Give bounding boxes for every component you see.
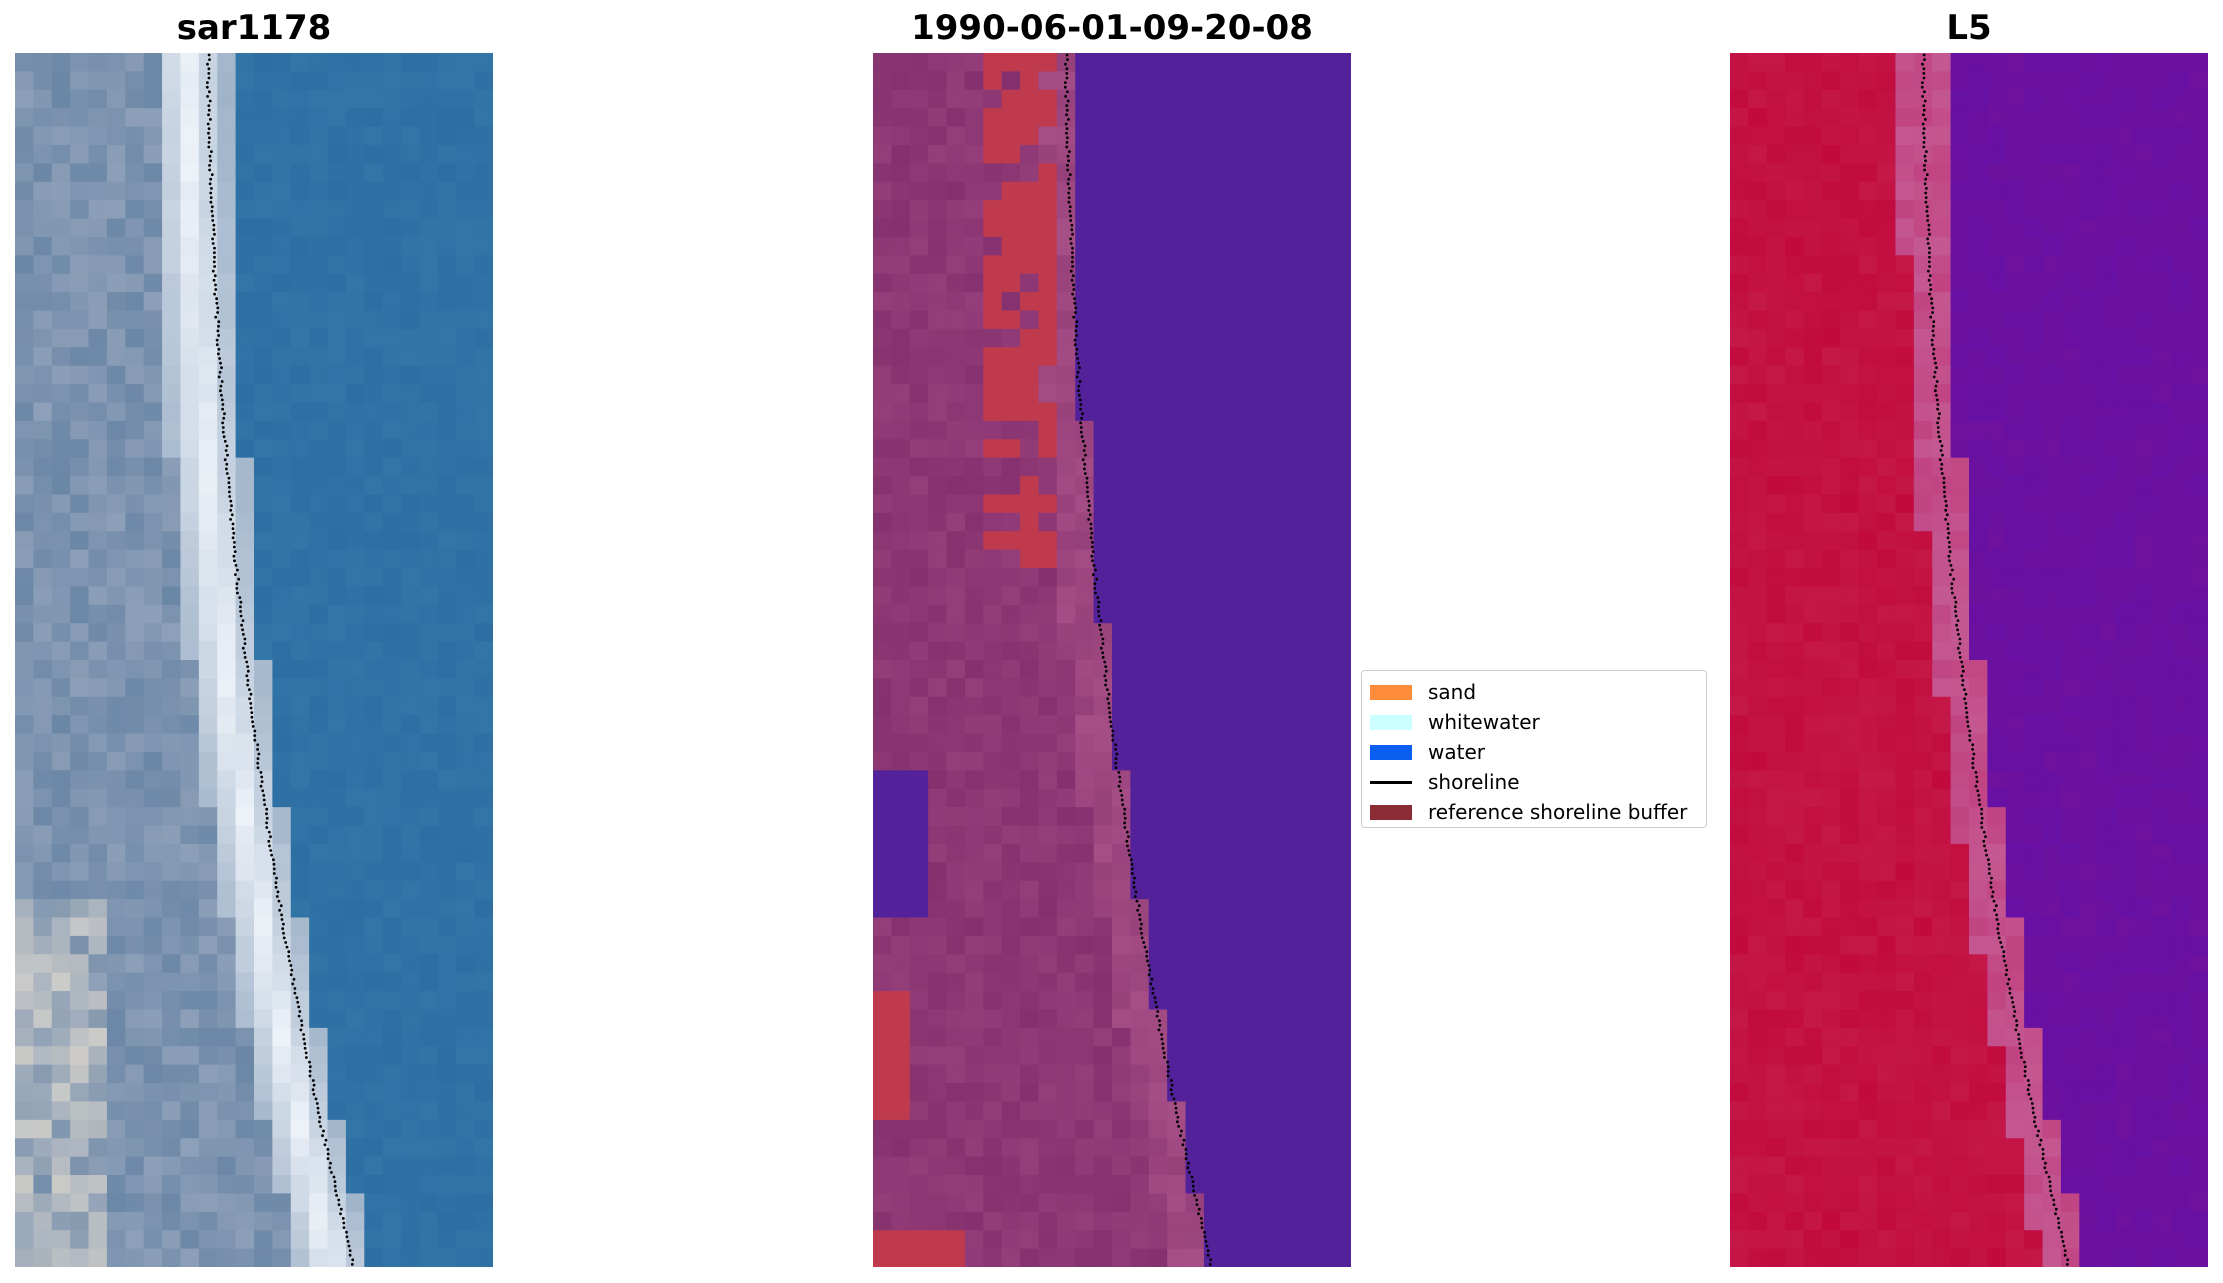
panel-title-rgb: sar1178: [176, 8, 332, 48]
legend-label-sand: sand: [1428, 680, 1477, 704]
legend-label-buffer: reference shoreline buffer: [1428, 800, 1688, 824]
legend-item-shoreline: shoreline: [1370, 767, 1698, 797]
legend-line-shoreline: [1370, 780, 1412, 784]
rgb-image: [15, 53, 493, 1267]
legend-swatch-buffer: [1370, 804, 1412, 820]
rgb-image-panel: [15, 53, 493, 1267]
shoreline-dots: [205, 53, 355, 1266]
legend-label-water: water: [1428, 740, 1485, 764]
legend-swatch-water: [1370, 744, 1412, 760]
legend-item-buffer: reference shoreline buffer: [1370, 797, 1698, 827]
index-image-panel: [1730, 53, 2208, 1267]
legend-label-shoreline: shoreline: [1428, 770, 1520, 794]
shoreline-dots: [1920, 53, 2070, 1266]
classified-image-panel: [873, 53, 1351, 1267]
legend-item-water: water: [1370, 737, 1698, 767]
legend-label-whitewater: whitewater: [1428, 710, 1540, 734]
classified-image: [873, 53, 1351, 1267]
legend-item-sand: sand: [1370, 677, 1698, 707]
panel-title-index: L5: [1946, 8, 1992, 48]
index-image: [1730, 53, 2208, 1267]
legend-swatch-whitewater: [1370, 714, 1412, 730]
legend: sand whitewater water shoreline referenc…: [1361, 670, 1707, 828]
shoreline-dots: [1063, 53, 1213, 1266]
panel-title-classified: 1990-06-01-09-20-08: [911, 8, 1313, 48]
legend-item-whitewater: whitewater: [1370, 707, 1698, 737]
legend-swatch-sand: [1370, 684, 1412, 700]
